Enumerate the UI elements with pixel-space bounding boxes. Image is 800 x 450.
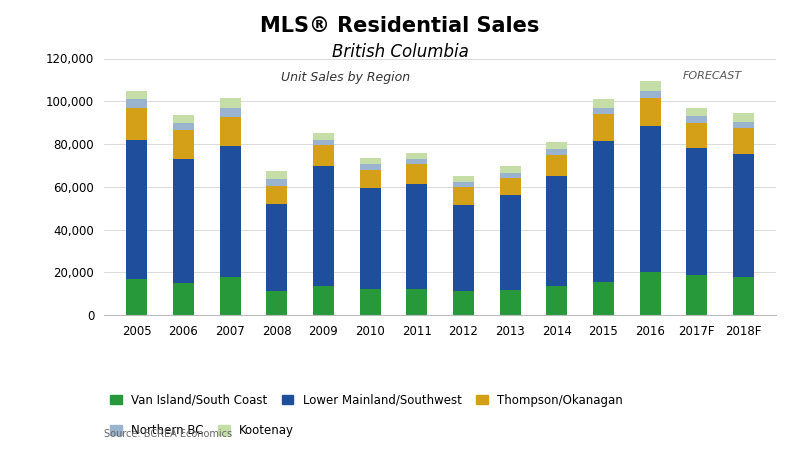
Bar bbox=[499, 166, 521, 173]
Bar bbox=[686, 123, 707, 148]
Bar bbox=[499, 195, 521, 290]
Bar bbox=[686, 148, 707, 275]
Text: MLS® Residential Sales: MLS® Residential Sales bbox=[260, 16, 540, 36]
Bar bbox=[313, 133, 334, 140]
Bar bbox=[173, 115, 194, 122]
Bar bbox=[126, 108, 147, 140]
Bar bbox=[733, 113, 754, 122]
Bar bbox=[546, 149, 567, 155]
Bar bbox=[313, 166, 334, 286]
Bar bbox=[126, 90, 147, 99]
Bar bbox=[266, 204, 287, 292]
Bar bbox=[266, 171, 287, 179]
Bar bbox=[499, 173, 521, 178]
Bar bbox=[219, 117, 241, 146]
Bar bbox=[639, 81, 661, 90]
Bar bbox=[593, 108, 614, 114]
Bar bbox=[173, 130, 194, 159]
Bar bbox=[219, 146, 241, 276]
Bar bbox=[453, 176, 474, 183]
Bar bbox=[126, 99, 147, 108]
Bar bbox=[313, 140, 334, 145]
Bar bbox=[453, 292, 474, 315]
Bar bbox=[546, 176, 567, 286]
Bar bbox=[219, 98, 241, 108]
Bar bbox=[313, 145, 334, 166]
Bar bbox=[546, 155, 567, 176]
Bar bbox=[406, 289, 427, 315]
Bar bbox=[733, 276, 754, 315]
Bar bbox=[593, 141, 614, 282]
Bar bbox=[593, 99, 614, 108]
Text: Source: BCREA Economics: Source: BCREA Economics bbox=[104, 429, 232, 439]
Bar bbox=[359, 158, 381, 164]
Bar bbox=[733, 128, 754, 153]
Bar bbox=[266, 292, 287, 315]
Bar bbox=[453, 205, 474, 292]
Bar bbox=[266, 186, 287, 204]
Text: FORECAST: FORECAST bbox=[682, 72, 742, 81]
Bar bbox=[639, 126, 661, 272]
Bar bbox=[733, 153, 754, 276]
Bar bbox=[359, 164, 381, 170]
Bar bbox=[406, 159, 427, 164]
Bar bbox=[733, 122, 754, 128]
Bar bbox=[453, 183, 474, 187]
Bar bbox=[406, 164, 427, 184]
Text: Unit Sales by Region: Unit Sales by Region bbox=[282, 72, 410, 84]
Bar bbox=[359, 289, 381, 315]
Bar bbox=[219, 108, 241, 117]
Bar bbox=[639, 98, 661, 126]
Bar bbox=[639, 90, 661, 98]
Text: British Columbia: British Columbia bbox=[331, 43, 469, 61]
Bar bbox=[126, 279, 147, 315]
Bar bbox=[686, 275, 707, 315]
Bar bbox=[686, 108, 707, 116]
Bar bbox=[593, 114, 614, 141]
Bar bbox=[686, 116, 707, 122]
Bar bbox=[359, 188, 381, 289]
Bar bbox=[219, 276, 241, 315]
Bar bbox=[639, 272, 661, 315]
Bar bbox=[406, 153, 427, 159]
Bar bbox=[546, 142, 567, 149]
Legend: Northern BC, Kootenay: Northern BC, Kootenay bbox=[110, 424, 294, 437]
Bar bbox=[313, 286, 334, 315]
Bar bbox=[173, 123, 194, 130]
Bar bbox=[593, 282, 614, 315]
Bar bbox=[453, 187, 474, 205]
Bar bbox=[406, 184, 427, 289]
Bar bbox=[126, 140, 147, 279]
Bar bbox=[173, 159, 194, 283]
Bar bbox=[546, 286, 567, 315]
Bar bbox=[359, 170, 381, 188]
Bar bbox=[499, 290, 521, 315]
Bar bbox=[173, 283, 194, 315]
Bar bbox=[266, 179, 287, 186]
Bar bbox=[499, 178, 521, 195]
